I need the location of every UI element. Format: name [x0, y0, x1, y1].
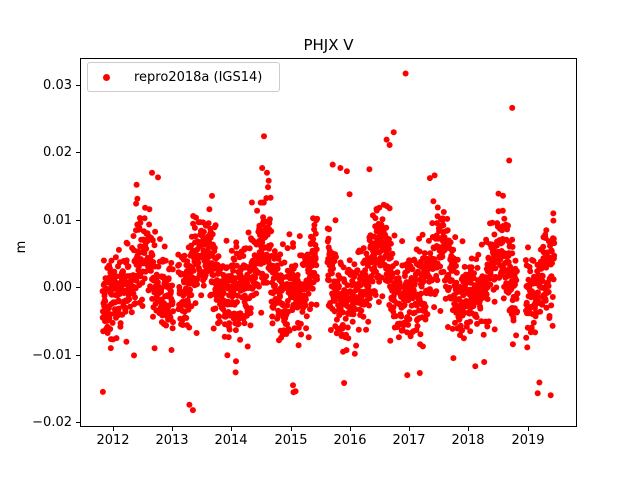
x-axis-ticks [113, 427, 529, 431]
x-tick-label: 2017 [392, 433, 426, 448]
legend-marker-icon [103, 73, 110, 81]
chart-title: PHJX V [303, 36, 354, 54]
axes-frame [80, 58, 577, 427]
x-tick-label: 2013 [155, 433, 189, 448]
y-axis-ticks [76, 85, 80, 423]
x-tick-label: 2014 [214, 433, 248, 448]
legend-label: repro2018a (IGS14) [134, 69, 263, 85]
y-tick-label: −0.02 [32, 414, 72, 430]
x-tick-label: 2012 [96, 433, 130, 448]
x-tick-label: 2015 [274, 433, 308, 448]
legend: repro2018a (IGS14) [87, 62, 280, 92]
y-tick-label: 0.03 [43, 77, 72, 93]
y-tick-label: 0.02 [43, 144, 72, 160]
x-tick-label: 2019 [511, 433, 545, 448]
y-tick-label: −0.01 [32, 347, 72, 363]
scatter-series [99, 70, 558, 414]
x-tick-label: 2016 [333, 433, 367, 448]
y-tick-label: 0.00 [43, 279, 72, 295]
x-tick-label: 2018 [451, 433, 485, 448]
y-tick-label: 0.01 [43, 212, 72, 228]
